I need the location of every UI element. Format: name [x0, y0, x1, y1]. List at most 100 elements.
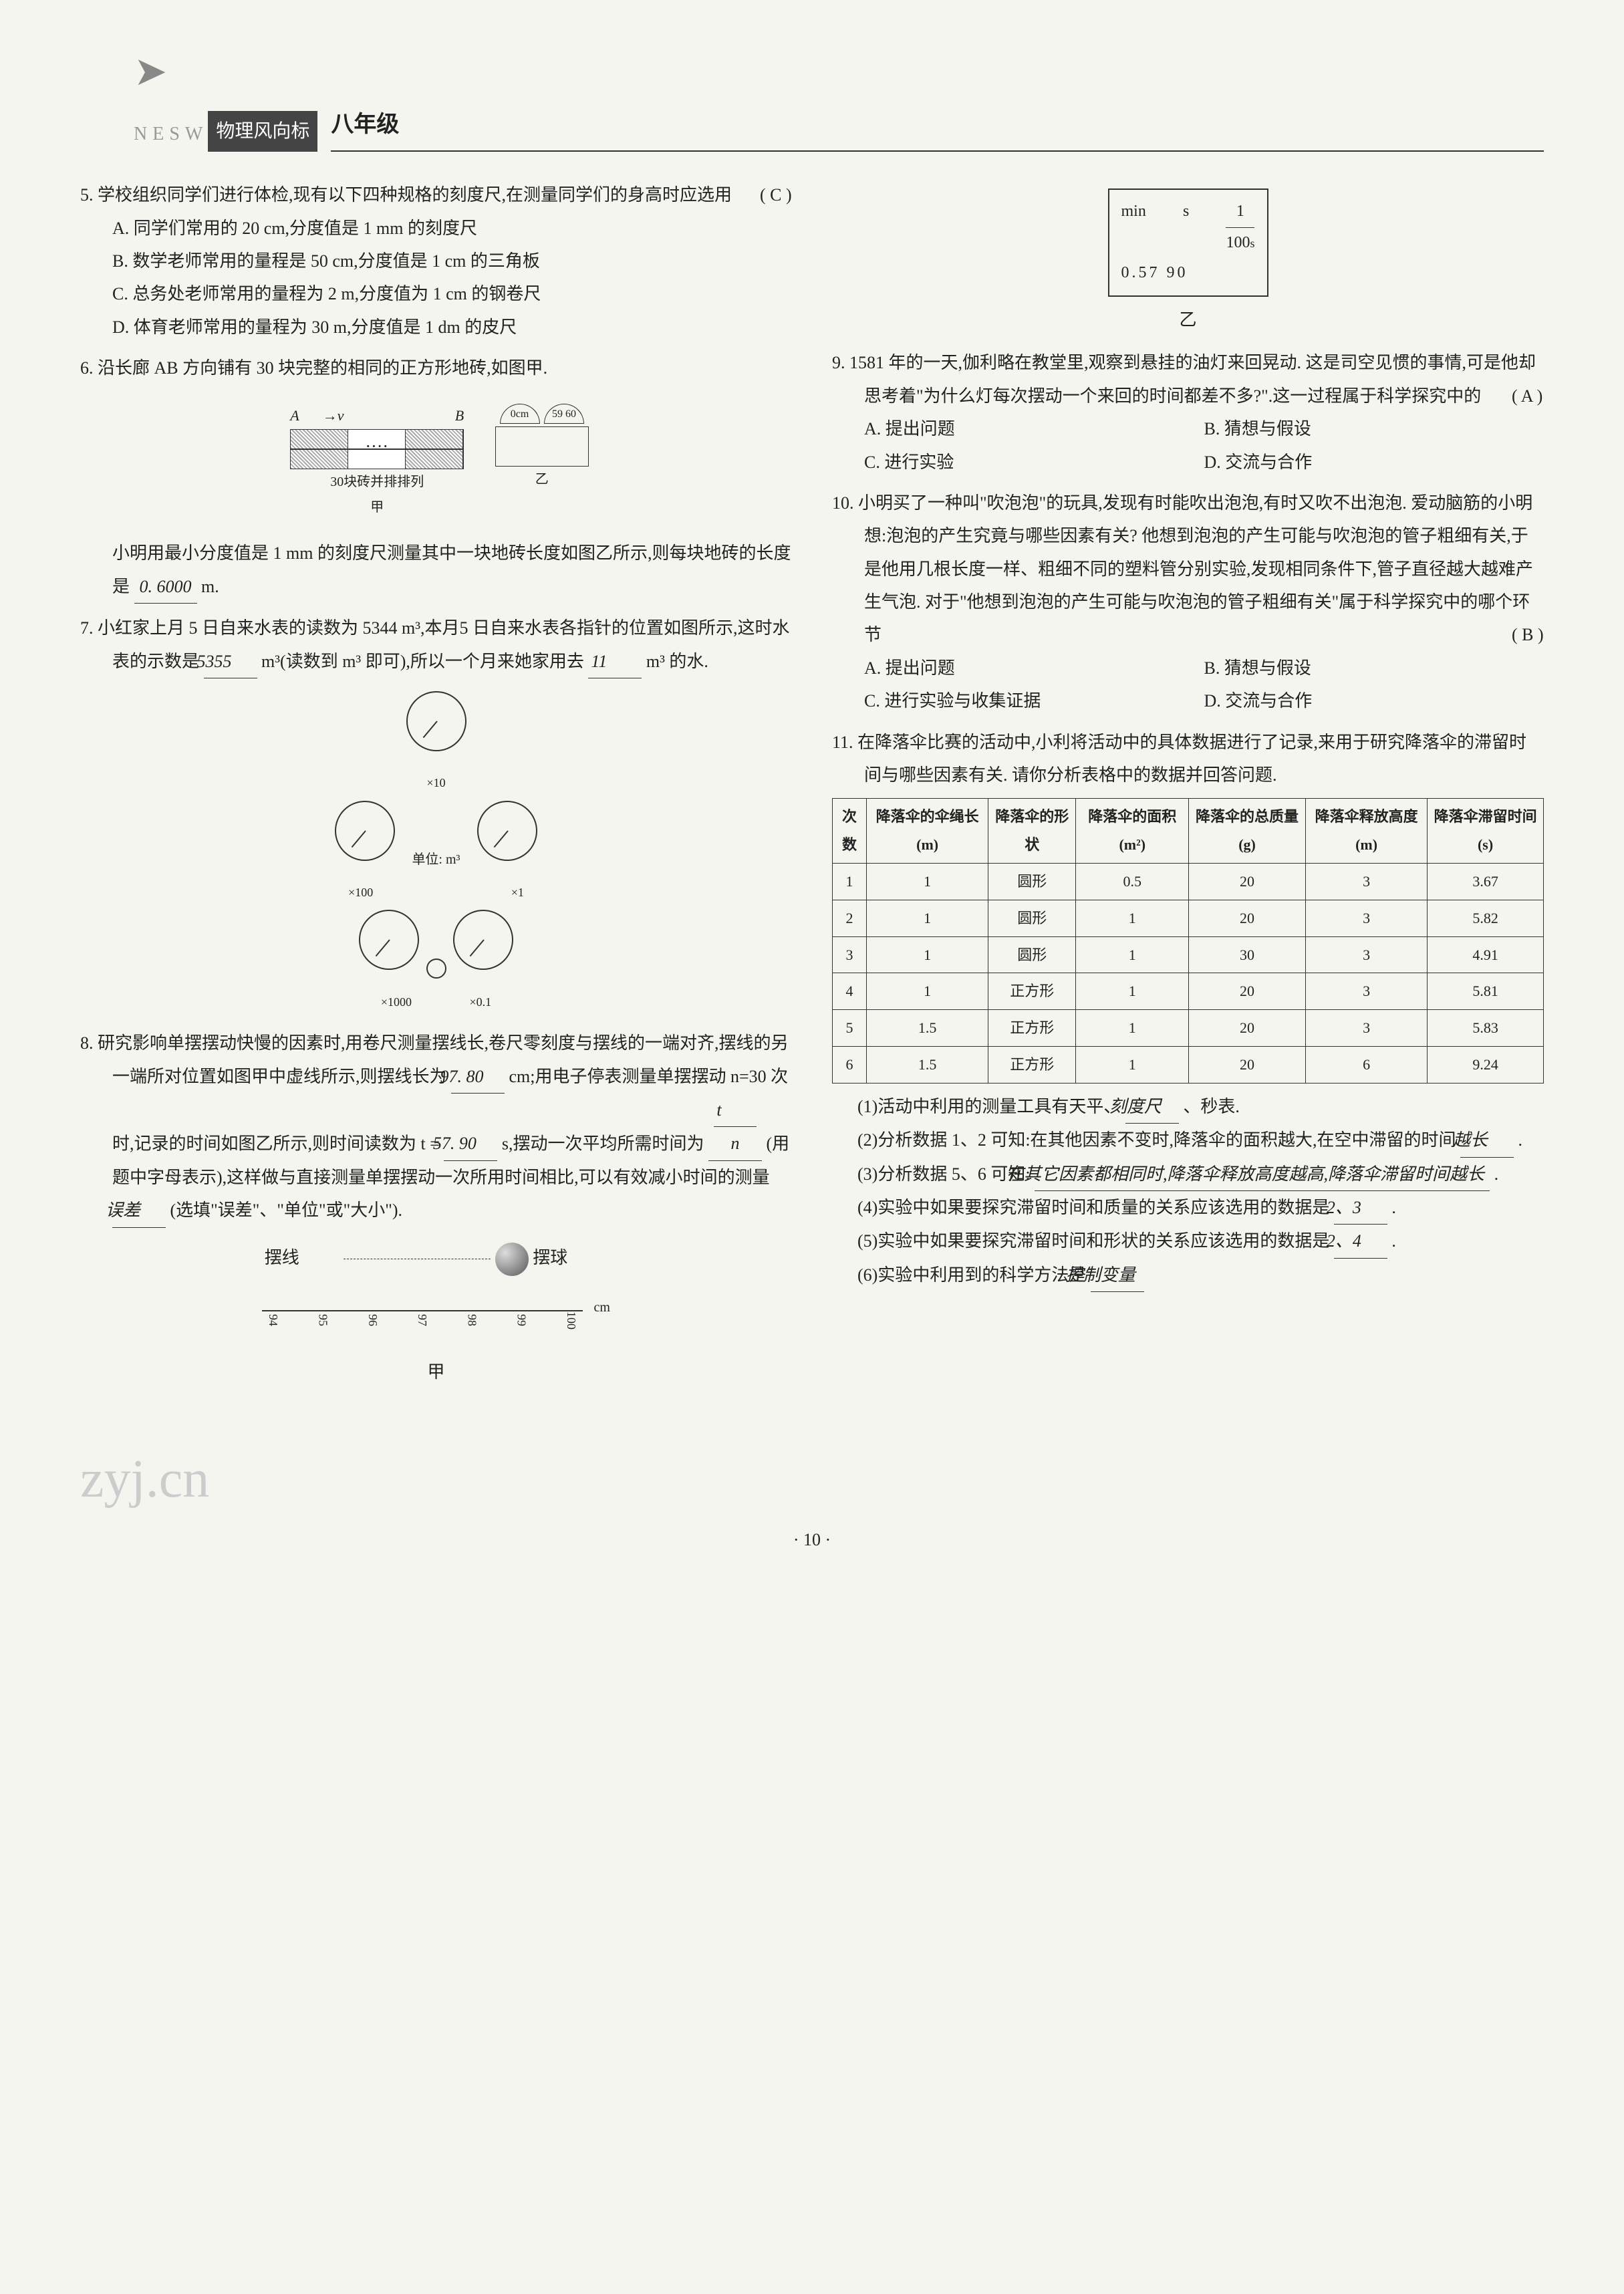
question-7: 7. 小红家上月 5 日自来水表的读数为 5344 m³,本月5 日自来水表各指…	[80, 612, 792, 1017]
tick-95: 95	[311, 1311, 334, 1329]
table-cell: 1	[833, 864, 867, 900]
q5-option-d: D. 体育老师常用的量程为 30 m,分度值是 1 dm 的皮尺	[80, 311, 792, 344]
sw-value: 0.57 90	[1121, 258, 1255, 289]
table-cell: 5.82	[1428, 900, 1544, 936]
question-6: 6. 沿长廊 AB 方向铺有 30 块完整的相同的正方形地砖,如图甲. A →v…	[80, 352, 792, 604]
table-cell: 1	[867, 900, 988, 936]
m1-label: ×1	[511, 886, 524, 899]
q5-option-c: C. 总务处老师常用的量程为 2 m,分度值为 1 cm 的钢卷尺	[80, 277, 792, 310]
table-cell: 1.5	[867, 1010, 988, 1047]
th-0: 次数	[833, 799, 867, 864]
table-cell: 30	[1189, 936, 1306, 973]
table-cell: 4	[833, 973, 867, 1010]
dial-unit: 单位: m³	[412, 852, 460, 867]
right-column: min s 1100s 0.57 90 乙 9. 1581 年的一天,伽利略在教…	[832, 178, 1544, 1503]
dial-1-icon	[477, 801, 537, 861]
fig-yi: 乙	[495, 467, 589, 492]
q11-p2-ans: 越长	[1460, 1124, 1514, 1157]
question-8: 8. 研究影响单摆摆动快慢的因素时,用卷尺测量摆线长,卷尺零刻度与摆线的一端对齐…	[80, 1027, 792, 1388]
q8-ans-c: 误差	[112, 1194, 166, 1227]
q11-table: 次数 降落伞的伞绳长(m) 降落伞的形状 降落伞的面积(m²) 降落伞的总质量(…	[832, 798, 1544, 1083]
table-row: 11圆形0.52033.67	[833, 864, 1544, 900]
compass-icon: ➤ NESW	[134, 40, 208, 152]
table-cell: 1	[1076, 1010, 1189, 1047]
q11-p1-ans: 刻度尺	[1125, 1090, 1179, 1124]
table-cell: 3	[1305, 973, 1427, 1010]
table-cell: 3	[1305, 900, 1427, 936]
q11-p2a: (2)分析数据 1、2 可知:在其他因素不变时,降落伞的面积越大,在空中滞留的时…	[857, 1130, 1456, 1150]
q6-answer: 0. 6000	[134, 570, 197, 604]
sw-label: 乙	[832, 303, 1544, 336]
q10-stem: 10. 小明买了一种叫"吹泡泡"的玩具,发现有时能吹出泡泡,有时又吹不出泡泡. …	[832, 493, 1533, 645]
m100-label: ×100	[348, 886, 373, 899]
table-cell: 1	[1076, 900, 1189, 936]
tick-98: 98	[460, 1311, 483, 1329]
th-6: 降落伞滞留时间(s)	[1428, 799, 1544, 864]
question-10: 10. 小明买了一种叫"吹泡泡"的玩具,发现有时能吹出泡泡,有时又吹不出泡泡. …	[832, 487, 1544, 718]
q9-option-d: D. 交流与合作	[1204, 446, 1544, 479]
dial-1000-icon	[359, 910, 419, 970]
q8-mid2: s,摆动一次平均所需时间为	[502, 1134, 704, 1153]
q9-stem: 9. 1581 年的一天,伽利略在教堂里,观察到悬挂的油灯来回晃动. 这是司空见…	[832, 353, 1536, 405]
caliper-icon: 0cm 59 60 乙	[495, 395, 589, 492]
table-cell: 3	[1305, 864, 1427, 900]
q5-stem: 5. 学校组织同学们进行体检,现有以下四种规格的刻度尺,在测量同学们的身高时应选…	[80, 185, 732, 205]
q10-option-a: A. 提出问题	[864, 652, 1204, 684]
two-column-layout: 5. 学校组织同学们进行体检,现有以下四种规格的刻度尺,在测量同学们的身高时应选…	[80, 178, 1544, 1503]
scale-0: 0cm	[500, 404, 540, 424]
table-cell: 20	[1189, 864, 1306, 900]
fig-jia-label: 甲	[80, 1356, 792, 1388]
pendulum-ball-label: 摆球	[533, 1248, 567, 1267]
pendulum-ball-icon	[495, 1243, 529, 1276]
ruler-unit: cm	[594, 1300, 610, 1315]
q8-ans-a: 97. 80	[451, 1060, 505, 1094]
q9-option-a: A. 提出问题	[864, 412, 1204, 445]
table-cell: 4.91	[1428, 936, 1544, 973]
table-cell: 圆形	[988, 900, 1076, 936]
q10-option-d: D. 交流与合作	[1204, 684, 1544, 717]
q11-p1b: 、秒表.	[1183, 1097, 1240, 1116]
water-meter-diagram: ×10 单位: m³ ×100 ×1 ×1000 ×0.1	[80, 688, 792, 1017]
q11-p3-ans: 在其它因素都相同时,降落伞释放高度越高,降落伞滞留时间越长	[1035, 1158, 1490, 1191]
q10-option-b: B. 猜想与假设	[1204, 652, 1544, 684]
table-cell: 正方形	[988, 1010, 1076, 1047]
table-row: 31圆形13034.91	[833, 936, 1544, 973]
m01-label: ×0.1	[470, 995, 492, 1009]
q10-option-c: C. 进行实验与收集证据	[864, 684, 1204, 717]
table-cell: 0.5	[1076, 864, 1189, 900]
table-cell: 正方形	[988, 973, 1076, 1010]
table-cell: 1.5	[867, 1047, 988, 1084]
tick-97: 97	[411, 1311, 434, 1329]
q6-unit: m.	[201, 577, 219, 596]
table-cell: 5.81	[1428, 973, 1544, 1010]
table-cell: 1	[867, 936, 988, 973]
q9-option-b: B. 猜想与假设	[1204, 412, 1544, 445]
grade-label: 八年级	[331, 104, 1544, 152]
dial-01-icon	[453, 910, 513, 970]
q7-ans-a: 5355	[204, 645, 257, 678]
tick-100: 100	[560, 1311, 583, 1329]
q8-tail: (选填"误差"、"单位"或"大小").	[170, 1200, 403, 1220]
q11-p4a: (4)实验中如果要探究滞留时间和质量的关系应该选用的数据是	[857, 1198, 1329, 1217]
fig-jia: 甲	[290, 495, 464, 520]
th-2: 降落伞的形状	[988, 799, 1076, 864]
bricks-label: 30块砖并排排列	[290, 469, 464, 495]
label-A: A	[290, 407, 299, 424]
q11-p5a: (5)实验中如果要探究滞留时间和形状的关系应该选用的数据是	[857, 1231, 1329, 1251]
table-cell: 3	[1305, 1010, 1427, 1047]
label-B: B	[455, 402, 464, 430]
stopwatch-diagram: min s 1100s 0.57 90 乙	[832, 188, 1544, 336]
table-cell: 20	[1189, 1010, 1306, 1047]
q11-stem: 11. 在降落伞比赛的活动中,小利将活动中的具体数据进行了记录,来用于研究降落伞…	[832, 726, 1544, 792]
left-column: 5. 学校组织同学们进行体检,现有以下四种规格的刻度尺,在测量同学们的身高时应选…	[80, 178, 792, 1503]
table-cell: 圆形	[988, 936, 1076, 973]
label-v: v	[337, 407, 344, 424]
q11-p1a: (1)活动中利用的测量工具有天平、	[857, 1097, 1121, 1116]
question-9: 9. 1581 年的一天,伽利略在教堂里,观察到悬挂的油灯来回晃动. 这是司空见…	[832, 346, 1544, 479]
q11-p6a: (6)实验中利用到的科学方法是	[857, 1265, 1086, 1285]
q11-p2b: .	[1518, 1130, 1523, 1150]
table-cell: 1	[867, 973, 988, 1010]
q8-ans-b: 57. 90	[444, 1127, 497, 1160]
table-cell: 3.67	[1428, 864, 1544, 900]
table-cell: 9.24	[1428, 1047, 1544, 1084]
